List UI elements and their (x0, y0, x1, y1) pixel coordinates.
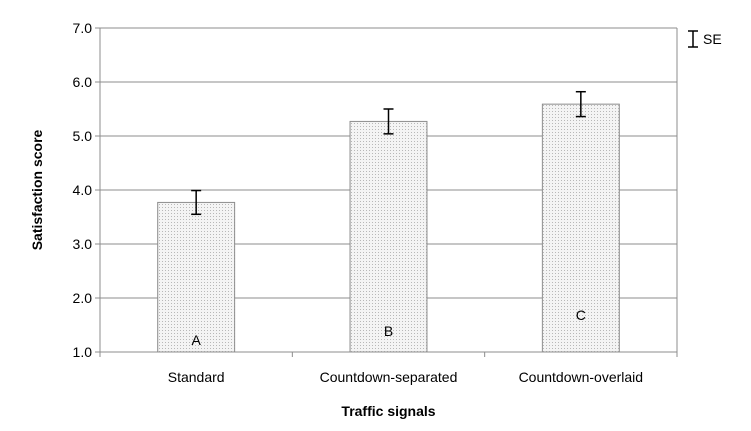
y-tick-label: 7.0 (73, 20, 93, 36)
x-tick-label: Standard (168, 369, 225, 385)
bar-group-label: C (576, 307, 586, 323)
bar (157, 201, 236, 353)
y-tick-label: 5.0 (73, 128, 93, 144)
x-axis-title: Traffic signals (341, 403, 435, 419)
error-bar-legend-icon (688, 30, 698, 48)
y-tick-label: 2.0 (73, 290, 93, 306)
bar (349, 120, 428, 353)
error-bar (383, 108, 394, 135)
error-bar (575, 90, 586, 118)
labels: 1.0 2.0 3.0 4.0 5.0 6.0 7.0 Standard A Countdown-… (73, 20, 644, 385)
y-tick-label: 3.0 (73, 236, 93, 252)
legend-label: SE (703, 31, 722, 47)
x-tick-label: Countdown-separated (320, 369, 458, 385)
y-tick-label: 1.0 (73, 344, 93, 360)
bar-group-label: A (191, 332, 201, 348)
axes (95, 27, 678, 357)
y-tick-label: 6.0 (73, 74, 93, 90)
y-tick-label: 4.0 (73, 182, 93, 198)
x-tick-label: Countdown-overlaid (519, 369, 644, 385)
bars (157, 103, 620, 353)
bar-group-label: B (384, 323, 393, 339)
y-axis-title: Satisfaction score (29, 129, 45, 250)
error-bars (191, 90, 586, 216)
legend: SE (688, 30, 722, 48)
error-bar (191, 189, 202, 216)
